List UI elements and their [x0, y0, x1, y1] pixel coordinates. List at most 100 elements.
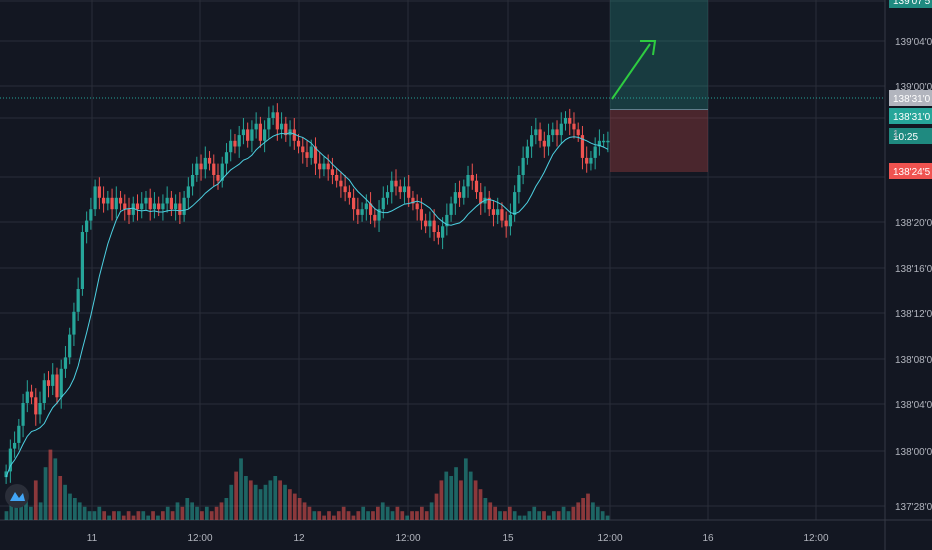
volume-bar	[63, 484, 67, 520]
candle-body	[224, 152, 229, 164]
volume-bar	[73, 498, 77, 520]
svg-text:138'31'0: 138'31'0	[893, 94, 931, 105]
candle-body	[576, 129, 580, 136]
volume-bar	[332, 515, 336, 520]
candle-body	[241, 129, 246, 136]
svg-text:139'07'5: 139'07'5	[893, 0, 931, 7]
volume-bar	[107, 515, 111, 520]
candle-body	[385, 192, 390, 198]
candle-body	[440, 226, 445, 238]
candle-body	[377, 209, 381, 221]
x-tick-label: 16	[702, 533, 714, 544]
candle-body	[101, 197, 106, 204]
volume-bar	[97, 506, 102, 520]
candle-body	[555, 129, 559, 136]
volume-bar	[532, 506, 537, 520]
candle-body	[68, 334, 72, 358]
volume-bar	[224, 498, 229, 520]
volume-bar	[156, 515, 160, 520]
volume-bar	[19, 502, 23, 520]
x-tick-label: 12:00	[803, 533, 828, 544]
candle-body	[330, 169, 335, 175]
candle-body	[123, 203, 127, 210]
volume-bar	[327, 511, 331, 520]
candle-body	[585, 157, 589, 164]
candle-body	[593, 146, 597, 158]
stop-price-tag: 138'24'5	[889, 163, 932, 179]
volume-bar	[439, 480, 444, 520]
candle-body	[229, 140, 233, 153]
volume-bar	[131, 515, 136, 520]
candle-body	[186, 186, 190, 198]
candle-body	[296, 140, 301, 147]
candle-body	[51, 374, 55, 386]
candle-body	[284, 123, 288, 136]
candle-body	[161, 203, 165, 210]
candle-body	[275, 112, 279, 130]
trend-arrow-line[interactable]	[611, 43, 651, 100]
candle-body	[59, 368, 63, 398]
volume-bar	[556, 511, 561, 520]
position-zones[interactable]	[610, 0, 708, 172]
candle-body	[190, 175, 195, 187]
volume-bar	[551, 511, 556, 520]
candle-body	[542, 140, 546, 147]
volume-bar	[317, 511, 322, 520]
current-price-tag: 138'31'0	[889, 90, 932, 106]
volume-bar	[366, 511, 370, 520]
profit-zone[interactable]	[610, 0, 708, 110]
volume-bar	[459, 480, 463, 520]
candle-body	[195, 163, 199, 175]
volume-bar	[512, 511, 517, 520]
volume-bar	[586, 493, 590, 520]
svg-text:138'31'0: 138'31'0	[893, 112, 931, 123]
x-tick-label: 12:00	[597, 533, 622, 544]
candle-body	[470, 175, 474, 181]
volume-bar	[395, 506, 400, 520]
candle-body	[462, 186, 466, 198]
candle-body	[76, 289, 80, 312]
moving-average	[5, 132, 609, 478]
volume-bar	[390, 511, 395, 520]
volume-bar	[478, 489, 483, 520]
candle-body	[292, 129, 296, 141]
volume-bar	[268, 480, 273, 520]
volume-bar	[234, 471, 238, 520]
candle-body	[572, 123, 576, 130]
candle-body	[508, 214, 513, 227]
candle-body	[326, 163, 330, 170]
candle-body	[529, 135, 534, 147]
candle-body	[118, 197, 123, 204]
candle-body	[589, 157, 593, 164]
volume-bar	[595, 506, 600, 520]
volume-bar	[33, 480, 38, 520]
volume-bar	[312, 511, 317, 520]
y-tick-label: 139'04'0	[895, 37, 932, 48]
candle-body	[580, 135, 585, 158]
volume-bar	[566, 511, 571, 520]
candle-body	[500, 209, 504, 221]
volume-bar	[175, 502, 180, 520]
candle-body	[203, 157, 207, 170]
x-tick-label: 12:00	[187, 533, 212, 544]
svg-text:138'24'5: 138'24'5	[893, 167, 931, 178]
candle-body	[368, 203, 373, 215]
tradingview-logo[interactable]	[5, 484, 29, 508]
volume-bar	[102, 511, 107, 520]
candle-body	[313, 146, 318, 164]
volume-bar	[185, 498, 190, 520]
volume-bar	[322, 515, 326, 520]
candle-body	[352, 197, 356, 210]
candle-body	[169, 197, 174, 210]
candle-body	[233, 140, 237, 147]
volume-bar	[498, 511, 502, 520]
candle-body	[38, 403, 42, 415]
y-tick-label: 139'00'0	[895, 82, 932, 93]
volume-bar	[53, 458, 58, 520]
candle-body	[318, 163, 322, 170]
loss-zone[interactable]	[610, 109, 708, 172]
volume-bar	[283, 484, 287, 520]
